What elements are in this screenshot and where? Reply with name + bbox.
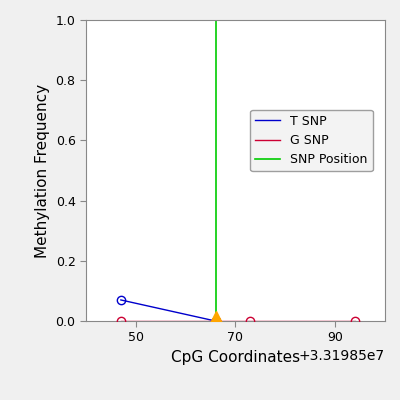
X-axis label: CpG Coordinates: CpG Coordinates [171, 350, 300, 365]
Legend: T SNP, G SNP, SNP Position: T SNP, G SNP, SNP Position [250, 110, 373, 171]
Y-axis label: Methylation Frequency: Methylation Frequency [35, 84, 50, 258]
